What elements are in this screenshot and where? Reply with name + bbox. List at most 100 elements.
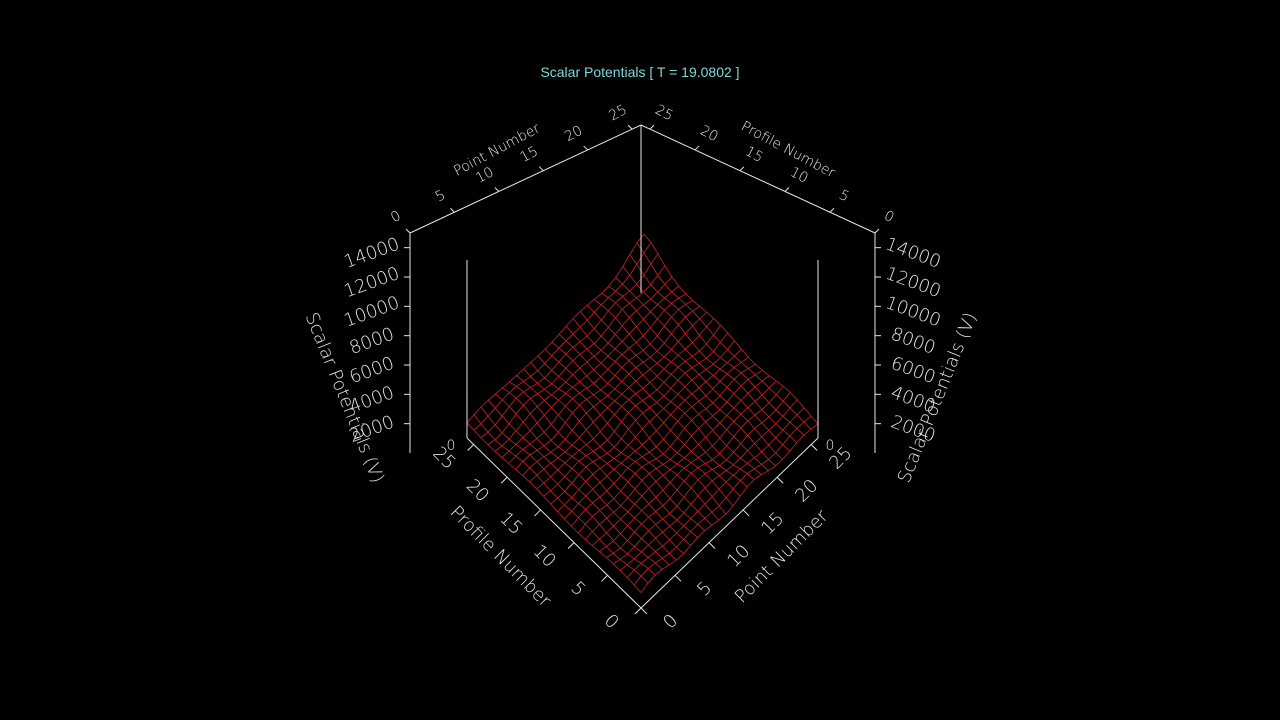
mesh-line bbox=[612, 392, 791, 565]
tick-profile-number-top bbox=[829, 207, 835, 213]
mesh-line bbox=[579, 311, 755, 480]
tick-label-profile-number-top: 10 bbox=[787, 164, 810, 186]
mesh-line bbox=[599, 380, 777, 552]
mesh-line bbox=[592, 375, 770, 546]
mesh-line bbox=[622, 266, 798, 443]
tick-profile-number bbox=[500, 476, 508, 484]
tick-label-profile-number-top: 0 bbox=[881, 208, 896, 226]
tick-profile-number-top bbox=[694, 145, 700, 151]
mesh-line bbox=[578, 364, 756, 534]
mesh-line bbox=[543, 324, 721, 497]
tick-label-zero-left: 0 bbox=[447, 438, 456, 454]
mesh-line bbox=[643, 233, 819, 425]
tick-profile-number-top bbox=[739, 166, 745, 172]
tick-label-point-number-top: 10 bbox=[473, 164, 496, 186]
tick-label-point-number-top: 20 bbox=[562, 123, 585, 145]
mesh-line bbox=[487, 265, 666, 446]
tick-point-number bbox=[674, 574, 682, 582]
tick-label-profile-number-top: 20 bbox=[697, 123, 720, 145]
tick-label-profile-number-top: 5 bbox=[836, 187, 851, 205]
mesh-line bbox=[587, 304, 762, 475]
mesh-line bbox=[529, 311, 707, 483]
mesh-line bbox=[615, 277, 790, 452]
tick-label-point-number: 15 bbox=[757, 508, 788, 539]
mesh-line bbox=[606, 385, 784, 558]
mesh-line bbox=[626, 407, 805, 578]
tick-profile-number-top bbox=[874, 228, 880, 234]
tick-profile-number bbox=[467, 444, 475, 451]
mesh-line bbox=[515, 300, 693, 470]
tick-point-number bbox=[810, 444, 818, 451]
tick-label-point-number-top: 5 bbox=[433, 187, 448, 205]
mesh-line bbox=[594, 299, 769, 471]
tick-point-number bbox=[708, 542, 716, 549]
mesh-line bbox=[487, 399, 663, 570]
mesh-line bbox=[495, 393, 670, 566]
tick-label-point-number: 0 bbox=[659, 610, 682, 633]
mesh-line bbox=[633, 415, 812, 586]
tick-profile-number-top bbox=[784, 187, 790, 192]
tick-point-number-top bbox=[450, 207, 455, 213]
tick-point-number-top bbox=[538, 166, 544, 172]
tick-point-number-top bbox=[627, 124, 633, 130]
tick-profile-number bbox=[634, 607, 642, 615]
mesh-line bbox=[544, 349, 720, 521]
tick-label-profile-number: 10 bbox=[529, 541, 560, 572]
mesh-line bbox=[466, 233, 645, 423]
tick-point-number-top bbox=[583, 145, 589, 151]
mesh-line bbox=[473, 414, 649, 584]
mesh-line bbox=[565, 326, 741, 497]
mesh-line bbox=[601, 293, 776, 467]
mesh-line bbox=[640, 423, 819, 593]
tick-label-profile-number: 20 bbox=[462, 475, 493, 506]
tick-label-point-number: 20 bbox=[791, 475, 822, 506]
axes-layer bbox=[404, 124, 881, 615]
mesh-line bbox=[537, 355, 713, 526]
mesh-line bbox=[494, 276, 673, 452]
mesh-line bbox=[572, 318, 748, 488]
tick-point-number bbox=[742, 509, 750, 517]
mesh-line bbox=[530, 362, 705, 531]
mesh-line bbox=[522, 306, 700, 476]
tick-label-profile-number-top: 25 bbox=[652, 102, 675, 124]
mesh-line bbox=[501, 285, 680, 458]
mesh-line bbox=[571, 356, 749, 527]
mesh-line bbox=[509, 381, 684, 554]
mesh-line bbox=[551, 341, 727, 515]
mesh-line bbox=[473, 242, 652, 431]
mesh-line bbox=[536, 318, 714, 490]
axis-profile-number-top-line bbox=[640, 124, 876, 234]
tick-label-profile-number-top: 15 bbox=[742, 143, 765, 165]
mesh-line bbox=[557, 340, 735, 512]
mesh-layer bbox=[466, 233, 819, 593]
tick-label-point-number-top: 15 bbox=[518, 143, 541, 165]
tick-point-number-top bbox=[405, 228, 411, 234]
axis-point-number-line bbox=[640, 437, 819, 609]
mesh-line bbox=[629, 254, 805, 436]
mesh-line bbox=[523, 368, 698, 538]
mesh-line bbox=[636, 242, 812, 430]
mesh-line bbox=[480, 253, 659, 439]
mesh-line bbox=[608, 285, 783, 460]
tick-profile-number-top bbox=[649, 124, 655, 130]
tick-label-zero-right: 0 bbox=[826, 438, 835, 454]
tick-profile-number bbox=[534, 509, 541, 517]
mesh-line bbox=[502, 387, 677, 561]
tick-label-point-number: 5 bbox=[693, 577, 716, 600]
mesh-line bbox=[619, 399, 798, 571]
mesh-line bbox=[516, 375, 691, 546]
mesh-line bbox=[466, 422, 642, 593]
tick-label-point-number-top: 0 bbox=[388, 208, 403, 226]
tick-label-point-number: 10 bbox=[723, 541, 754, 572]
tick-point-number bbox=[640, 607, 648, 615]
mesh-line bbox=[550, 332, 728, 505]
mesh-line bbox=[508, 293, 686, 464]
mesh-line bbox=[564, 349, 742, 520]
mesh-line bbox=[585, 370, 763, 540]
axis-profile-number-line bbox=[466, 437, 642, 609]
tick-point-number bbox=[776, 476, 784, 484]
tick-point-number-top bbox=[494, 187, 500, 192]
chart-title: Scalar Potentials [ T = 19.0802 ] bbox=[540, 64, 740, 80]
tick-profile-number bbox=[567, 542, 575, 549]
